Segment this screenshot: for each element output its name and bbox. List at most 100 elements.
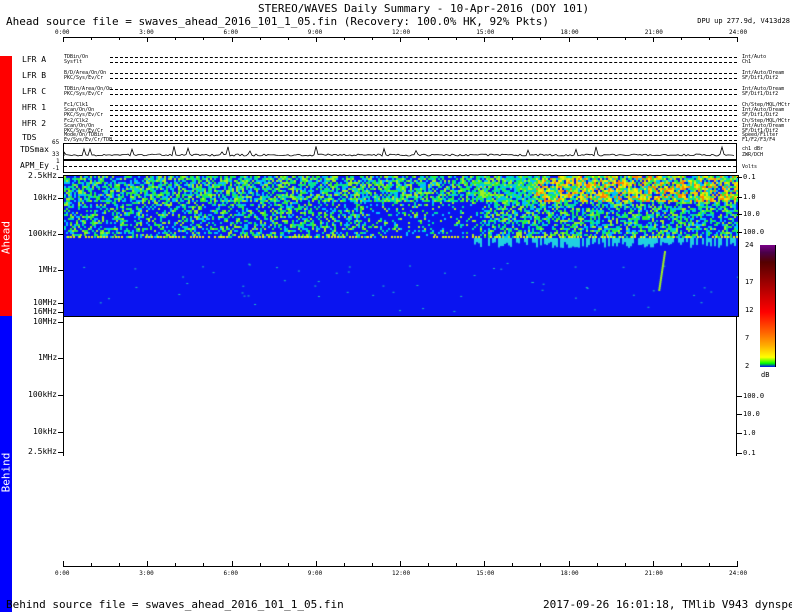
time-tick [316, 561, 317, 566]
tdsmax-panel [63, 143, 737, 160]
panel-trace [110, 105, 737, 106]
panel-trace [110, 94, 737, 95]
panel-trace [110, 78, 737, 79]
wavelength-label: 1.0 [743, 429, 756, 437]
time-tick [288, 563, 289, 566]
tdsmax-right-label: ZWR/DCH [742, 153, 763, 158]
page-title: STEREO/WAVES Daily Summary - 10-Apr-2016… [258, 2, 589, 15]
panel-label: HFR 2 [22, 120, 46, 128]
time-tick [232, 561, 233, 566]
time-tick-label: 18:00 [561, 570, 579, 577]
time-tick [316, 37, 317, 42]
colorbar-tick-label: 17 [745, 278, 753, 286]
time-tick [400, 37, 401, 42]
time-tick-label: 24:00 [729, 570, 747, 577]
panel-trace [110, 73, 737, 74]
tdsmax-label: TDSmax [20, 146, 49, 154]
time-tick-label: 3:00 [139, 29, 153, 36]
dpu-info: DPU up 277.9d, V413d28 [697, 17, 790, 25]
time-tick [119, 563, 120, 566]
time-tick [653, 37, 654, 42]
wavelength-label: 10.0 [743, 210, 760, 218]
time-tick-label: 12:00 [392, 29, 410, 36]
wavelength-label: 1.0 [743, 193, 756, 201]
frequency-tick [58, 395, 63, 396]
panel-label: LFR C [22, 88, 46, 96]
time-tick [737, 561, 738, 566]
time-tick [569, 37, 570, 42]
time-tick-label: 21:00 [645, 29, 663, 36]
wavelength-tick [737, 177, 742, 178]
frequency-tick [58, 270, 63, 271]
panel-right-label: SF/Dif1/Dif2 [742, 76, 778, 81]
time-tick [569, 561, 570, 566]
panel-trace [110, 135, 737, 136]
time-tick [597, 37, 598, 40]
frequency-tick [58, 322, 63, 323]
wavelength-tick [737, 232, 742, 233]
time-tick-label: 0:00 [55, 570, 69, 577]
time-tick-label: 9:00 [308, 29, 322, 36]
time-tick [147, 561, 148, 566]
time-tick-label: 21:00 [645, 570, 663, 577]
footer-timestamp: 2017-09-26 16:01:18, TMlib V943 dynspec … [543, 598, 792, 611]
time-tick [484, 561, 485, 566]
behind-sidebar: Behind [0, 316, 12, 612]
frequency-tick [58, 452, 63, 453]
time-tick [428, 563, 429, 566]
frequency-label: 10MHz [33, 318, 57, 326]
time-tick [484, 37, 485, 42]
frequency-tick [58, 358, 63, 359]
wavelength-label: 100.0 [743, 228, 764, 236]
colorbar-tick-label: 2 [745, 362, 749, 370]
time-tick [625, 37, 626, 40]
panel-label: TDS [22, 134, 36, 142]
frequency-label: 2.5kHz [28, 448, 57, 456]
time-tick [260, 37, 261, 40]
panel-right-label: SF/Dif1/Dif2 [742, 92, 778, 97]
ahead-source-file: Ahead source file = swaves_ahead_2016_10… [6, 15, 549, 28]
behind-source-file: Behind source file = swaves_ahead_2016_1… [6, 598, 344, 611]
colorbar [760, 245, 776, 367]
time-tick-label: 24:00 [729, 29, 747, 36]
wavelength-tick [737, 197, 742, 198]
time-tick [709, 37, 710, 40]
tdsmax-trace [64, 144, 736, 159]
panel-label: HFR 1 [22, 104, 46, 112]
time-tick-label: 18:00 [561, 29, 579, 36]
time-tick [344, 37, 345, 40]
time-tick-label: 3:00 [139, 570, 153, 577]
panel-trace [110, 110, 737, 111]
time-tick [400, 561, 401, 566]
frequency-tick [58, 198, 63, 199]
wavelength-tick [737, 214, 742, 215]
frequency-label: 100kHz [28, 391, 57, 399]
time-tick [344, 563, 345, 566]
time-tick [63, 37, 64, 42]
frequency-label: 10kHz [33, 428, 57, 436]
colorbar-tick-label: 12 [745, 306, 753, 314]
time-tick [91, 563, 92, 566]
wavelength-tick [737, 396, 742, 397]
frequency-label: 1MHz [38, 354, 57, 362]
panel-trace [110, 57, 737, 58]
panel-trace [110, 62, 737, 63]
time-tick [91, 37, 92, 40]
time-tick [175, 37, 176, 40]
frequency-tick [58, 432, 63, 433]
panel-trace [110, 89, 737, 90]
colorbar-tick-label: 24 [745, 241, 753, 249]
colorbar-unit: dB [761, 371, 769, 379]
tdsmax-line [64, 146, 734, 156]
tdsmax-tick: 65 [52, 140, 59, 146]
time-tick-label: 6:00 [224, 570, 238, 577]
time-tick-label: 15:00 [476, 29, 494, 36]
time-tick [260, 563, 261, 566]
stereo-waves-summary: STEREO/WAVES Daily Summary - 10-Apr-2016… [0, 0, 792, 612]
frequency-tick [58, 312, 63, 313]
time-tick [232, 37, 233, 42]
time-tick [681, 37, 682, 40]
wavelength-tick [737, 414, 742, 415]
time-tick [625, 563, 626, 566]
time-tick-label: 0:00 [55, 29, 69, 36]
